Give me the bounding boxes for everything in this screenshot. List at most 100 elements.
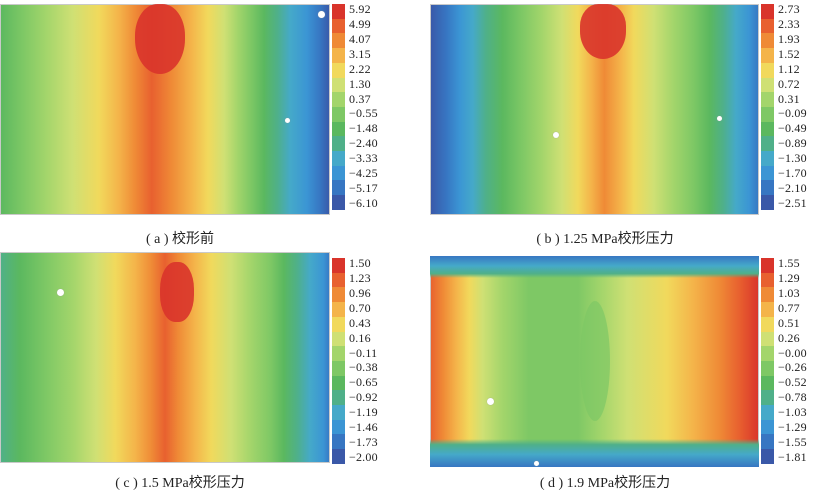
colorbar-segment — [761, 302, 774, 317]
legend-value: 4.99 — [349, 16, 371, 31]
colorbar-segment — [332, 346, 345, 361]
legend-value: −1.19 — [349, 405, 378, 420]
legend-value: 0.96 — [349, 285, 371, 300]
legend-value: −1.48 — [349, 121, 378, 136]
contour-map-b — [430, 4, 759, 215]
legend-value: 0.43 — [349, 315, 371, 330]
legend-value: 0.26 — [778, 330, 800, 345]
colorbar-segment — [761, 346, 774, 361]
colorbar-segment — [761, 77, 774, 93]
legend-value: −1.03 — [778, 405, 807, 420]
colorbar-segment — [761, 405, 774, 420]
legend-c: 1.50 1.23 0.96 0.70 0.43 0.16 −0.11 −0.3… — [349, 257, 399, 464]
colorbar-d — [761, 258, 774, 464]
colorbar-segment — [332, 195, 345, 210]
contour-map-a — [0, 4, 330, 215]
legend-value: 0.31 — [778, 91, 800, 106]
colorbar-segment — [332, 419, 345, 435]
legend-value: 1.29 — [778, 270, 800, 285]
colorbar-segment — [332, 151, 345, 166]
colorbar-segment — [761, 180, 774, 196]
colorbar-segment — [761, 62, 774, 78]
colorbar-segment — [332, 272, 345, 288]
colorbar-segment — [332, 165, 345, 181]
legend-value: −4.25 — [349, 166, 378, 181]
legend-value: −0.49 — [778, 121, 807, 136]
legend-value: −0.78 — [778, 390, 807, 405]
colorbar-segment — [761, 390, 774, 406]
legend-value: −0.65 — [349, 375, 378, 390]
colorbar-segment — [332, 449, 345, 464]
colorbar-segment — [761, 151, 774, 166]
legend-value: −1.29 — [778, 420, 807, 435]
colorbar-segment — [332, 4, 345, 19]
colorbar-segment — [332, 375, 345, 391]
legend-value: 0.37 — [349, 91, 371, 106]
legend-value: −0.26 — [778, 360, 807, 375]
colorbar-segment — [761, 316, 774, 332]
legend-value: 4.07 — [349, 31, 371, 46]
legend-value: −0.00 — [778, 345, 807, 360]
colorbar-a — [332, 4, 345, 210]
colorbar-segment — [332, 18, 345, 34]
contour-map-c — [0, 252, 330, 463]
legend-value: 1.55 — [778, 256, 800, 270]
legend-value: 1.23 — [349, 270, 371, 285]
legend-value: 0.72 — [778, 76, 800, 91]
colorbar-segment — [332, 331, 345, 347]
colorbar-segment — [332, 33, 345, 49]
legend-value: −2.40 — [349, 136, 378, 151]
legend-value: −0.11 — [349, 345, 378, 360]
legend-value: −3.33 — [349, 151, 378, 166]
colorbar-segment — [761, 121, 774, 137]
legend-value: −0.38 — [349, 360, 378, 375]
legend-value: 0.51 — [778, 315, 800, 330]
colorbar-segment — [761, 106, 774, 122]
colorbar-segment — [332, 136, 345, 152]
colorbar-segment — [761, 33, 774, 49]
colorbar-segment — [761, 165, 774, 181]
colorbar-segment — [761, 272, 774, 288]
colorbar-segment — [761, 136, 774, 152]
legend-value: −2.00 — [349, 450, 378, 464]
legend-value: 1.12 — [778, 61, 800, 76]
contour-map-d — [430, 256, 759, 467]
colorbar-segment — [761, 4, 774, 19]
colorbar-segment — [332, 287, 345, 303]
legend-d: 1.55 1.29 1.03 0.77 0.51 0.26 −0.00 −0.2… — [778, 256, 826, 464]
colorbar-segment — [761, 18, 774, 34]
legend-value: −0.89 — [778, 136, 807, 151]
legend-value: −1.70 — [778, 166, 807, 181]
caption-c: ( c ) 1.5 MPa校形压力 — [115, 476, 245, 491]
caption-d: ( d ) 1.9 MPa校形压力 — [539, 476, 671, 491]
colorbar-segment — [332, 77, 345, 93]
colorbar-segment — [332, 434, 345, 450]
legend-value: −0.92 — [349, 390, 378, 405]
colorbar-segment — [332, 180, 345, 196]
legend-value: −1.55 — [778, 435, 807, 450]
legend-value: 2.33 — [778, 16, 800, 31]
colorbar-segment — [761, 434, 774, 450]
legend-b: 2.73 2.33 1.93 1.52 1.12 0.72 0.31 −0.09… — [778, 3, 826, 210]
legend-value: 1.03 — [778, 285, 800, 300]
legend-value: 0.70 — [349, 300, 371, 315]
legend-value: 5.92 — [349, 2, 371, 16]
legend-value: −0.55 — [349, 106, 378, 121]
caption-a: ( a ) 校形前 — [145, 232, 215, 247]
colorbar-segment — [332, 302, 345, 317]
colorbar-segment — [332, 360, 345, 376]
colorbar-segment — [332, 121, 345, 137]
colorbar-segment — [332, 48, 345, 63]
legend-value: −2.10 — [778, 181, 807, 196]
colorbar-segment — [761, 331, 774, 347]
legend-value: −1.30 — [778, 151, 807, 166]
colorbar-segment — [332, 92, 345, 107]
colorbar-segment — [332, 106, 345, 122]
legend-value: −0.09 — [778, 106, 807, 121]
legend-value: 0.77 — [778, 300, 800, 315]
colorbar-b — [761, 4, 774, 210]
colorbar-c — [332, 258, 345, 464]
legend-value: −6.10 — [349, 196, 378, 210]
legend-value: 1.93 — [778, 31, 800, 46]
legend-value: 1.30 — [349, 76, 371, 91]
